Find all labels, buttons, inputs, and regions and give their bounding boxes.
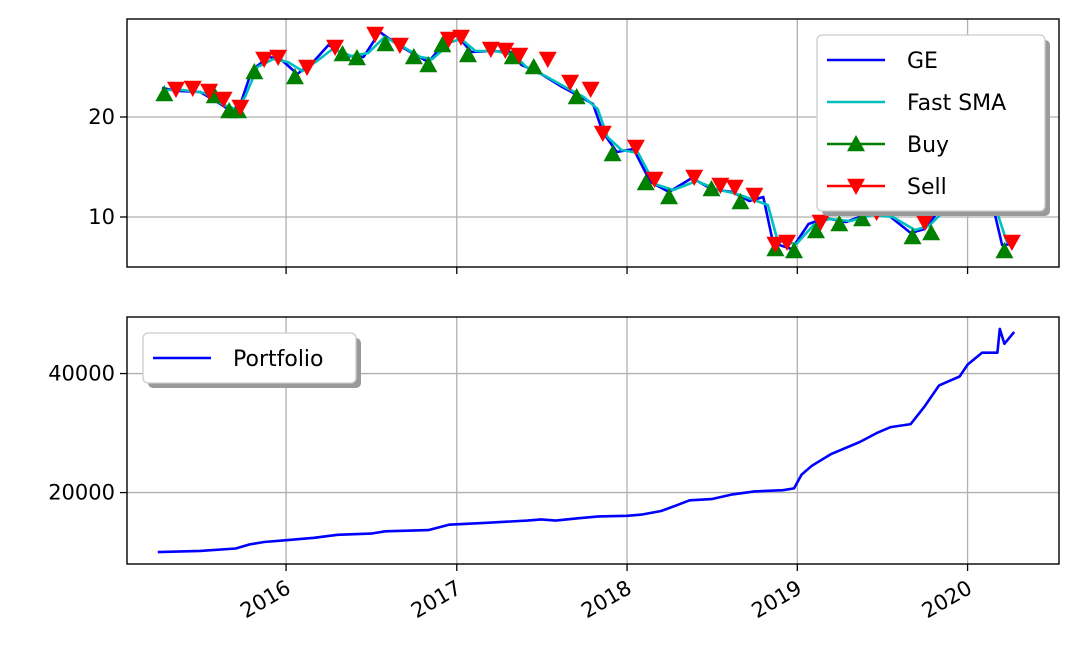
legend: Portfolio <box>142 332 361 388</box>
y-tick-label: 20 <box>88 105 115 129</box>
y-tick-label: 20000 <box>48 481 115 505</box>
sell-marker <box>214 91 233 108</box>
sell-marker <box>581 81 600 98</box>
buy-marker <box>922 224 941 241</box>
legend-buy-label: Buy <box>907 133 949 158</box>
buy-marker <box>636 174 655 191</box>
buy-marker <box>806 222 825 239</box>
sell-marker <box>766 236 785 253</box>
sell-marker <box>269 49 288 66</box>
plot-area <box>157 327 1016 554</box>
buy-marker <box>347 49 366 66</box>
buy-marker <box>155 85 174 102</box>
sell-marker <box>745 187 764 204</box>
sell-marker <box>1002 234 1021 251</box>
y-tick-label: 40000 <box>48 362 115 386</box>
portfolio-line <box>157 327 1016 554</box>
sell-marker <box>231 99 250 116</box>
legend-portfolio-label: Portfolio <box>233 347 324 372</box>
sell-marker <box>481 41 500 58</box>
sell-marker <box>326 39 345 56</box>
legend-fast-sma-label: Fast SMA <box>907 91 1006 116</box>
buy-marker <box>995 242 1014 259</box>
buy-marker <box>660 188 679 205</box>
legend-sell-marker <box>847 178 865 195</box>
buy-marker <box>567 88 586 105</box>
sell-marker <box>166 81 185 98</box>
y-tick-label: 10 <box>88 205 115 229</box>
sell-marker <box>626 139 645 156</box>
buy-marker <box>524 58 543 75</box>
sell-marker <box>510 47 529 64</box>
top-price-panel: 10 20 GE Fast SMA Buy Sell <box>88 18 1060 274</box>
buy-marker <box>245 63 264 80</box>
legend: GE Fast SMA Buy Sell <box>816 34 1050 216</box>
sell-marker <box>439 31 458 48</box>
legend-sell-label: Sell <box>907 175 947 200</box>
sell-marker <box>538 51 557 68</box>
buy-marker <box>419 56 438 73</box>
buy-marker <box>603 145 622 162</box>
sell-marker <box>915 214 934 231</box>
sell-marker <box>451 29 470 46</box>
sell-marker <box>561 74 580 91</box>
sell-marker <box>685 169 704 186</box>
sell-marker <box>298 59 317 76</box>
buy-marker <box>458 46 477 63</box>
axes-frame <box>126 316 1060 565</box>
buy-marker <box>702 180 721 197</box>
buy-marker <box>376 35 395 52</box>
sell-marker <box>778 234 797 251</box>
legend-ge-label: GE <box>907 49 938 74</box>
sell-marker <box>366 26 385 43</box>
sell-marker <box>711 177 730 194</box>
buy-marker <box>285 68 304 85</box>
buy-marker <box>731 193 750 210</box>
buy-marker <box>404 48 423 65</box>
buy-marker <box>785 242 804 259</box>
legend-box <box>142 332 357 384</box>
legend-box <box>816 34 1046 212</box>
sell-marker <box>811 214 830 231</box>
legend-buy-marker <box>847 135 865 152</box>
buy-marker <box>853 210 872 227</box>
sell-marker <box>645 171 664 188</box>
sell-marker <box>593 125 612 142</box>
buy-marker <box>830 215 849 232</box>
sell-marker <box>183 80 202 97</box>
axes-frame <box>126 18 1060 268</box>
buy-marker <box>903 228 922 245</box>
sell-marker <box>200 83 219 100</box>
sell-marker <box>496 42 515 59</box>
sell-marker <box>725 179 744 196</box>
sell-marker <box>390 37 409 54</box>
sell-marker <box>255 51 274 68</box>
buy-marker <box>333 45 352 62</box>
buy-marker <box>433 36 452 53</box>
